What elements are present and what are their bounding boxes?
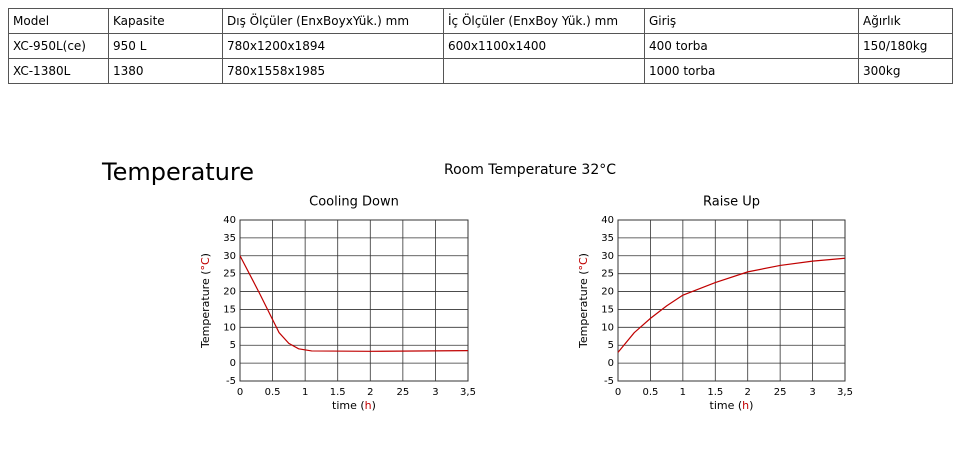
x-tick-label: 0	[615, 387, 621, 398]
chart-title: Raise Up	[703, 195, 760, 210]
y-tick-label: -5	[604, 376, 614, 387]
table-cell: XC-950L(ce)	[8, 33, 109, 59]
y-tick-label: 25	[601, 269, 614, 280]
y-tick-label: 35	[223, 233, 236, 244]
axis-label-part: °C	[199, 257, 212, 271]
y-tick-label: 15	[223, 304, 236, 315]
y-tick-label: 20	[223, 287, 236, 298]
table-cell: 950 L	[108, 33, 223, 59]
room-temperature: Room Temperature 32°C	[444, 162, 616, 178]
table-cell: Model	[8, 8, 109, 34]
axis-label-part: time (	[332, 399, 365, 412]
x-tick-label: 0.5	[265, 387, 281, 398]
x-tick-label: 25	[774, 387, 787, 398]
chart-title: Cooling Down	[309, 195, 399, 210]
y-tick-label: 35	[601, 233, 614, 244]
y-tick-label: 30	[601, 251, 614, 262]
plot-border	[617, 219, 846, 382]
axis-label-part: )	[749, 399, 753, 412]
table-cell: İç Ölçüler (EnxBoy Yük.) mm	[443, 8, 645, 34]
y-tick-label: 10	[223, 322, 236, 333]
axis-label-part: Temperature (	[199, 271, 212, 349]
line-series	[617, 257, 846, 353]
axis-label-part: h	[742, 399, 749, 412]
x-tick-label: 0	[237, 387, 243, 398]
plot-border	[239, 219, 469, 382]
table-cell	[443, 58, 645, 84]
table-cell: 1380	[108, 58, 223, 84]
y-tick-label: -5	[226, 376, 236, 387]
y-tick-label: 5	[608, 340, 614, 351]
axis-label-part: )	[199, 253, 212, 257]
x-tick-label: 1.5	[330, 387, 346, 398]
x-tick-label: 1	[680, 387, 686, 398]
y-tick-label: 10	[601, 322, 614, 333]
y-tick-label: 40	[223, 215, 236, 226]
table-cell: 150/180kg	[858, 33, 953, 59]
table-row: XC-1380L 1380 780x1558x1985 1000 torba 300kg	[8, 58, 953, 84]
x-tick-label: 1.5	[707, 387, 723, 398]
axis-label-part: Temperature (	[577, 271, 590, 349]
axis-label: Temperature (°C)	[199, 253, 212, 349]
table-row: XC-950L(ce) 950 L 780x1200x1894 600x1100x14…	[8, 33, 953, 59]
axis-label-part: h	[365, 399, 372, 412]
table-cell: 600x1100x1400	[443, 33, 645, 59]
y-tick-label: 40	[601, 215, 614, 226]
table-cell: 300kg	[858, 58, 953, 84]
axis-label: time (h)	[710, 399, 754, 412]
axis-label-part: time (	[710, 399, 743, 412]
y-tick-label: 0	[230, 358, 236, 369]
x-tick-label: 3,5	[460, 387, 476, 398]
x-tick-label: 3,5	[837, 387, 853, 398]
y-tick-label: 5	[230, 340, 236, 351]
y-tick-label: 0	[608, 358, 614, 369]
table-cell: Ağırlık	[858, 8, 953, 34]
line-series	[239, 255, 469, 352]
axis-label-part: )	[372, 399, 376, 412]
table-cell: Kapasite	[108, 8, 223, 34]
spec-table: Model Kapasite Dış Ölçüler (EnxBoyxYük.) m…	[8, 8, 953, 84]
section-title: Temperature	[101, 158, 254, 186]
x-tick-label: 1	[302, 387, 308, 398]
y-tick-label: 20	[601, 287, 614, 298]
table-cell: 400 torba	[644, 33, 859, 59]
x-tick-label: 0.5	[642, 387, 658, 398]
table-cell: 780x1558x1985	[222, 58, 444, 84]
axis-label-part: °C	[577, 257, 590, 271]
table-cell: XC-1380L	[8, 58, 109, 84]
y-tick-label: 15	[601, 304, 614, 315]
y-tick-label: 25	[223, 269, 236, 280]
table-row: Model Kapasite Dış Ölçüler (EnxBoyxYük.) m…	[8, 8, 953, 34]
table-cell: 780x1200x1894	[222, 33, 444, 59]
x-tick-label: 2	[745, 387, 751, 398]
axis-label-part: )	[577, 253, 590, 257]
axis-label: Temperature (°C)	[577, 253, 590, 349]
axis-label: time (h)	[332, 399, 376, 412]
x-tick-label: 3	[809, 387, 815, 398]
y-tick-label: 30	[223, 251, 236, 262]
x-tick-label: 25	[396, 387, 409, 398]
x-tick-label: 2	[367, 387, 373, 398]
x-tick-label: 3	[432, 387, 438, 398]
